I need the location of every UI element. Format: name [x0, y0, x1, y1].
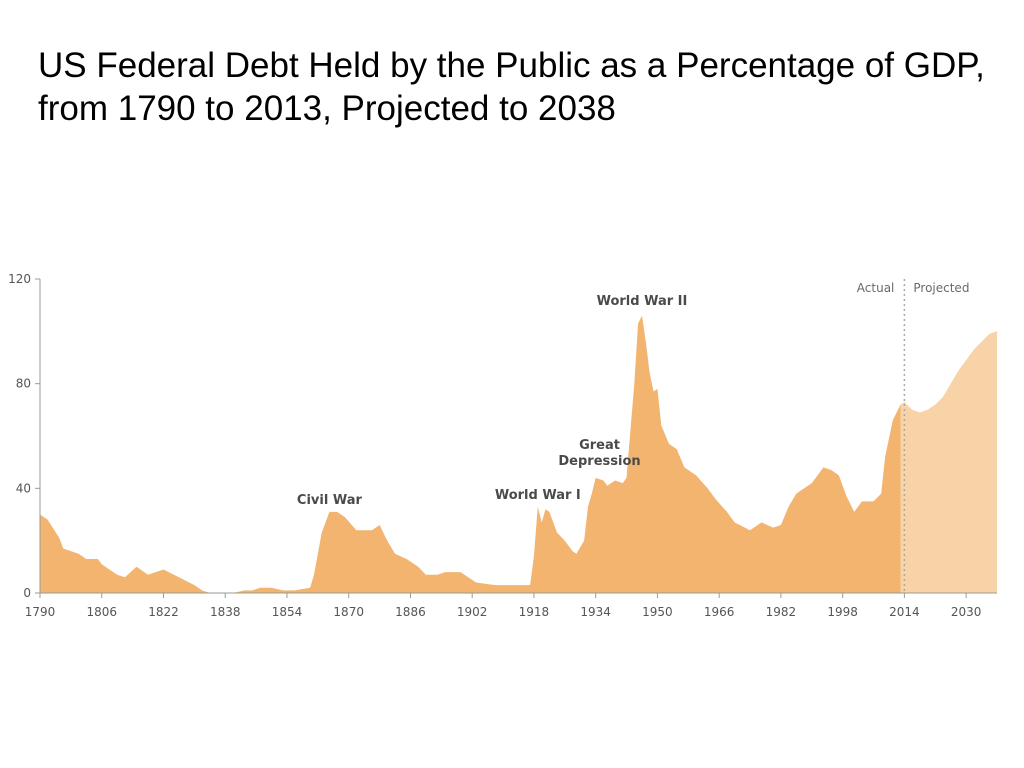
- y-tick-label: 0: [23, 586, 31, 600]
- x-tick-label: 1854: [272, 605, 303, 619]
- y-tick-label: 40: [16, 481, 31, 495]
- y-tick-label: 80: [16, 377, 31, 391]
- actual-label: Actual: [857, 281, 895, 295]
- x-tick-label: 1918: [519, 605, 550, 619]
- projected-label: Projected: [913, 281, 969, 295]
- annotation-world-war-ii: World War II: [597, 294, 688, 309]
- x-tick-label: 1998: [827, 605, 858, 619]
- plot-area: 0 40 80 120 1790 1806 1822 1838 1854 1870 1886 1902…: [8, 272, 997, 619]
- x-tick-label: 1950: [642, 605, 673, 619]
- x-tick-label: 1886: [395, 605, 426, 619]
- x-tick-label: 1966: [704, 605, 735, 619]
- x-tick-label: 1870: [333, 605, 364, 619]
- x-tick-label: 1934: [580, 605, 611, 619]
- annotation-civil-war: Civil War: [297, 493, 363, 508]
- x-tick-label: 1838: [210, 605, 241, 619]
- annotation-great-depression: Depression: [558, 454, 640, 469]
- x-tick-label: 1822: [148, 605, 179, 619]
- x-tick-label: 1806: [86, 605, 117, 619]
- x-tick-label: 2014: [889, 605, 920, 619]
- x-tick-label: 1902: [457, 605, 488, 619]
- x-tick-label: 1790: [25, 605, 56, 619]
- y-tick-label: 120: [8, 272, 31, 286]
- x-tick-label: 2030: [951, 605, 982, 619]
- annotation-world-war-i: World War I: [495, 488, 581, 503]
- x-tick-label: 1982: [766, 605, 797, 619]
- annotation-great-depression: Great: [579, 438, 620, 453]
- series-area-actual: [40, 315, 901, 593]
- series-area-projected: [900, 331, 997, 593]
- slide-title: US Federal Debt Held by the Public as a …: [38, 46, 985, 128]
